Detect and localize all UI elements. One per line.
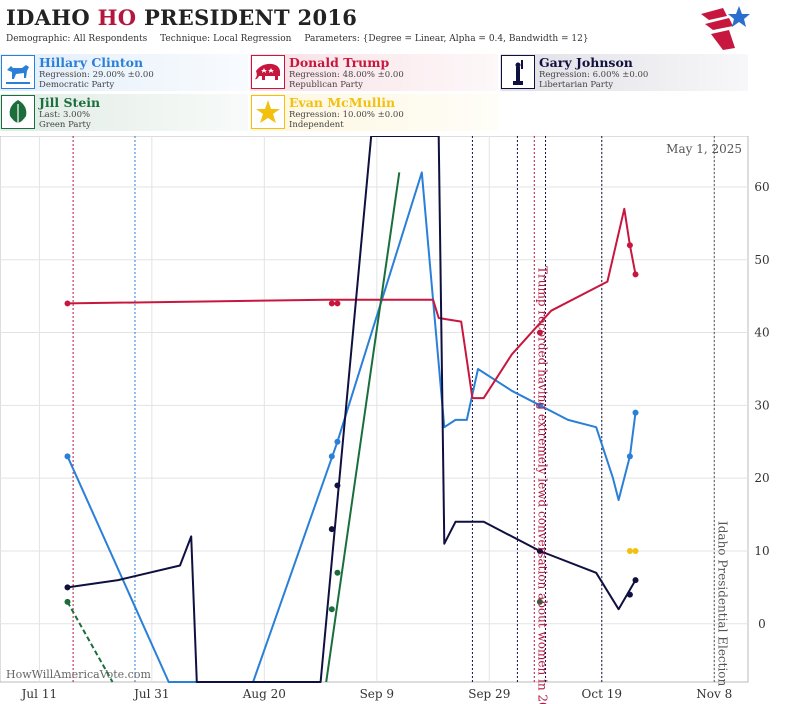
candidate-party: Republican Party bbox=[289, 80, 363, 90]
star-icon bbox=[251, 95, 285, 129]
data-point-donald-trump bbox=[536, 329, 543, 336]
x-tick-label: Nov 8 bbox=[696, 687, 732, 701]
x-tick-label: Oct 19 bbox=[582, 687, 622, 701]
data-point-jill-stein bbox=[64, 598, 71, 605]
series-line-jill-stein bbox=[325, 172, 401, 683]
data-point-gary-johnson bbox=[632, 577, 639, 584]
candidate-card-jill-stein: Jill Stein Last: 3.00% Green Party bbox=[0, 94, 248, 131]
data-point-donald-trump bbox=[632, 271, 639, 278]
plot-frame bbox=[0, 136, 749, 683]
technique-label: Technique: bbox=[160, 34, 211, 44]
series-points bbox=[64, 242, 639, 613]
parameters-value: {Degree = Linear, Alpha = 0.4, Bandwidth… bbox=[362, 34, 589, 44]
candidate-card-evan-mcmullin: Evan McMullin Regression: 10.00% ±0.00 I… bbox=[250, 94, 498, 131]
y-tick-label: 60 bbox=[754, 180, 769, 194]
data-point-hillary-clinton bbox=[632, 409, 639, 416]
demographic-label: Demographic: bbox=[6, 34, 71, 44]
chart-area: 0 10 20 30 40 50 60 Jul 11 Jul 31 Aug 20 Sep 9 Sep… bbox=[0, 136, 770, 704]
candidate-party: Libertarian Party bbox=[539, 80, 614, 90]
data-point-hillary-clinton bbox=[536, 402, 543, 409]
candidate-stat: Regression: 29.00% ±0.00 bbox=[39, 70, 154, 80]
data-point-evan-mcmullin bbox=[632, 547, 639, 554]
data-point-donald-trump bbox=[626, 242, 633, 249]
data-point-jill-stein bbox=[334, 569, 341, 576]
data-point-gary-johnson bbox=[536, 547, 543, 554]
event-annotation-election: Idaho Presidential Election bbox=[715, 521, 729, 687]
data-point-gary-johnson bbox=[328, 526, 335, 533]
leaf-icon bbox=[1, 95, 35, 129]
date-label: May 1, 2025 bbox=[666, 142, 742, 156]
candidate-name: Gary Johnson bbox=[539, 55, 633, 70]
x-tick-label: Sep 29 bbox=[468, 687, 510, 701]
data-point-gary-johnson bbox=[64, 584, 71, 591]
data-point-evan-mcmullin bbox=[626, 547, 633, 554]
candidate-stat: Regression: 10.00% ±0.00 bbox=[289, 110, 404, 120]
candidate-legend: Hillary Clinton Regression: 29.00% ±0.00… bbox=[0, 54, 789, 134]
data-point-hillary-clinton bbox=[64, 453, 71, 460]
data-point-donald-trump bbox=[64, 300, 71, 307]
y-tick-label: 0 bbox=[758, 617, 766, 631]
title-ho: HO bbox=[97, 5, 137, 30]
data-point-gary-johnson bbox=[626, 591, 633, 598]
parameters-label: Parameters: bbox=[304, 34, 360, 44]
series-line-donald-trump bbox=[67, 207, 637, 400]
data-point-donald-trump bbox=[334, 300, 341, 307]
data-point-donald-trump bbox=[328, 300, 335, 307]
chart-header: IDAHO HO PRESIDENT 2016 Demographic: All… bbox=[0, 0, 789, 52]
data-point-hillary-clinton bbox=[334, 438, 341, 445]
candidate-card-hillary-clinton: Hillary Clinton Regression: 29.00% ±0.00… bbox=[0, 54, 248, 91]
x-tick-label: Sep 9 bbox=[360, 687, 394, 701]
candidate-card-donald-trump: Donald Trump Regression: 48.00% ±0.00 Re… bbox=[250, 54, 498, 91]
x-tick-label: Jul 31 bbox=[132, 687, 169, 701]
star-flag-logo-icon bbox=[701, 6, 750, 50]
data-point-hillary-clinton bbox=[626, 453, 633, 460]
candidate-party: Democratic Party bbox=[39, 80, 115, 90]
title-rest: PRESIDENT 2016 bbox=[143, 5, 358, 30]
candidate-card-gary-johnson: Gary Johnson Regression: 6.00% ±0.00 Lib… bbox=[500, 54, 748, 91]
x-tick-label: Aug 20 bbox=[242, 687, 286, 701]
candidate-stat: Regression: 48.00% ±0.00 bbox=[289, 70, 404, 80]
series-dashed-jill-stein bbox=[66, 601, 114, 683]
parameters-line: Demographic: All Respondents Technique: … bbox=[6, 34, 589, 44]
y-tick-label: 50 bbox=[754, 253, 769, 267]
series-line-gary-johnson bbox=[67, 136, 637, 683]
page-title: IDAHO HO PRESIDENT 2016 bbox=[6, 5, 357, 30]
technique-value: Local Regression bbox=[213, 34, 292, 44]
y-tick-label: 40 bbox=[754, 326, 769, 340]
y-tick-label: 10 bbox=[754, 544, 769, 558]
liberty-statue-icon bbox=[501, 55, 535, 89]
elephant-icon bbox=[251, 55, 285, 89]
candidate-party: Green Party bbox=[39, 120, 91, 130]
y-tick-label: 20 bbox=[754, 471, 769, 485]
candidate-name: Jill Stein bbox=[39, 95, 101, 110]
demographic-value: All Respondents bbox=[73, 34, 148, 44]
candidate-party: Independent bbox=[289, 120, 344, 130]
data-point-jill-stein bbox=[328, 606, 335, 613]
data-point-jill-stein bbox=[536, 598, 543, 605]
title-state: IDAHO bbox=[6, 5, 90, 30]
candidate-stat: Regression: 6.00% ±0.00 bbox=[539, 70, 649, 80]
candidate-name: Hillary Clinton bbox=[39, 55, 144, 70]
candidate-name: Evan McMullin bbox=[289, 95, 396, 110]
y-tick-label: 30 bbox=[754, 398, 769, 412]
x-tick-label: Jul 11 bbox=[20, 687, 57, 701]
watermark: HowWillAmericaVote.com bbox=[6, 668, 151, 681]
candidate-stat: Last: 3.00% bbox=[39, 110, 91, 120]
event-annotation-lewd: Trump recorded having extremely lewd con… bbox=[535, 266, 549, 704]
data-point-gary-johnson bbox=[334, 482, 341, 489]
annotations: Trump recorded having extremely lewd con… bbox=[535, 266, 729, 704]
x-axis: Jul 11 Jul 31 Aug 20 Sep 9 Sep 29 Oct 19 Nov 8 bbox=[20, 687, 733, 701]
data-point-hillary-clinton bbox=[328, 453, 335, 460]
series-lines bbox=[66, 136, 637, 683]
candidate-name: Donald Trump bbox=[289, 55, 390, 70]
donkey-icon bbox=[1, 55, 35, 89]
y-axis: 0 10 20 30 40 50 60 bbox=[754, 180, 769, 631]
